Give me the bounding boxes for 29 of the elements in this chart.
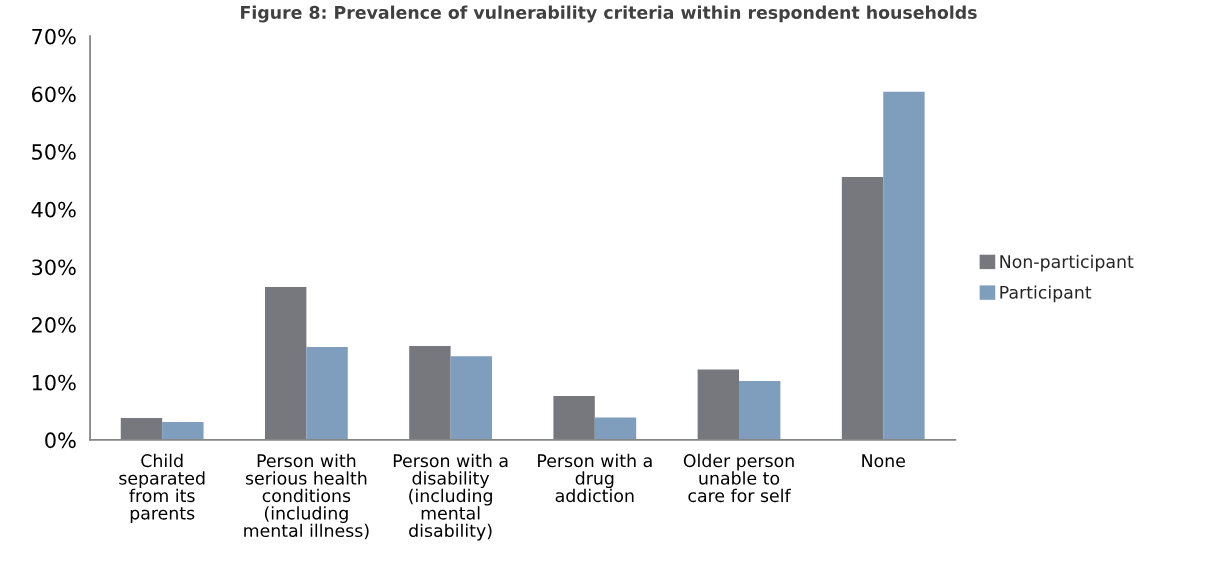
y-tick-label: 30% [32,259,76,276]
bar [450,356,492,440]
bar [306,347,348,440]
y-tick-label: 20% [32,317,76,333]
y-tick-label: 0% [45,432,76,449]
chart-title: Figure 8: Prevalence of vulnerability criteria within respondent households [241,5,977,23]
x-tick-label: None [862,454,905,468]
bar [883,91,925,440]
x-tick-label: Older person unable to care for self [683,453,794,503]
y-tick-label: 40% [31,201,76,218]
x-tick-label: Person with serious health conditions (including mental illness) [244,453,369,540]
bar [162,422,204,440]
y-tick-label: 50% [32,144,76,160]
bar [841,176,884,440]
bar [553,396,595,440]
bar [120,418,163,440]
legend-label: Non-participant [1000,254,1134,272]
y-tick-label: 70% [32,28,76,45]
bar [264,287,307,440]
x-tick-label: Person with a drug addiction [538,453,652,503]
bar [409,345,451,440]
bar [739,381,781,440]
bar [697,369,740,440]
bar [594,417,637,440]
y-tick-label: 10% [32,374,76,391]
x-tick-label: Person with a disability (including mental disability) [393,453,508,541]
x-tick-label: Child separated from its parents [119,453,205,523]
legend-label: Participant [1000,285,1092,303]
y-tick-label: 60% [32,86,76,103]
